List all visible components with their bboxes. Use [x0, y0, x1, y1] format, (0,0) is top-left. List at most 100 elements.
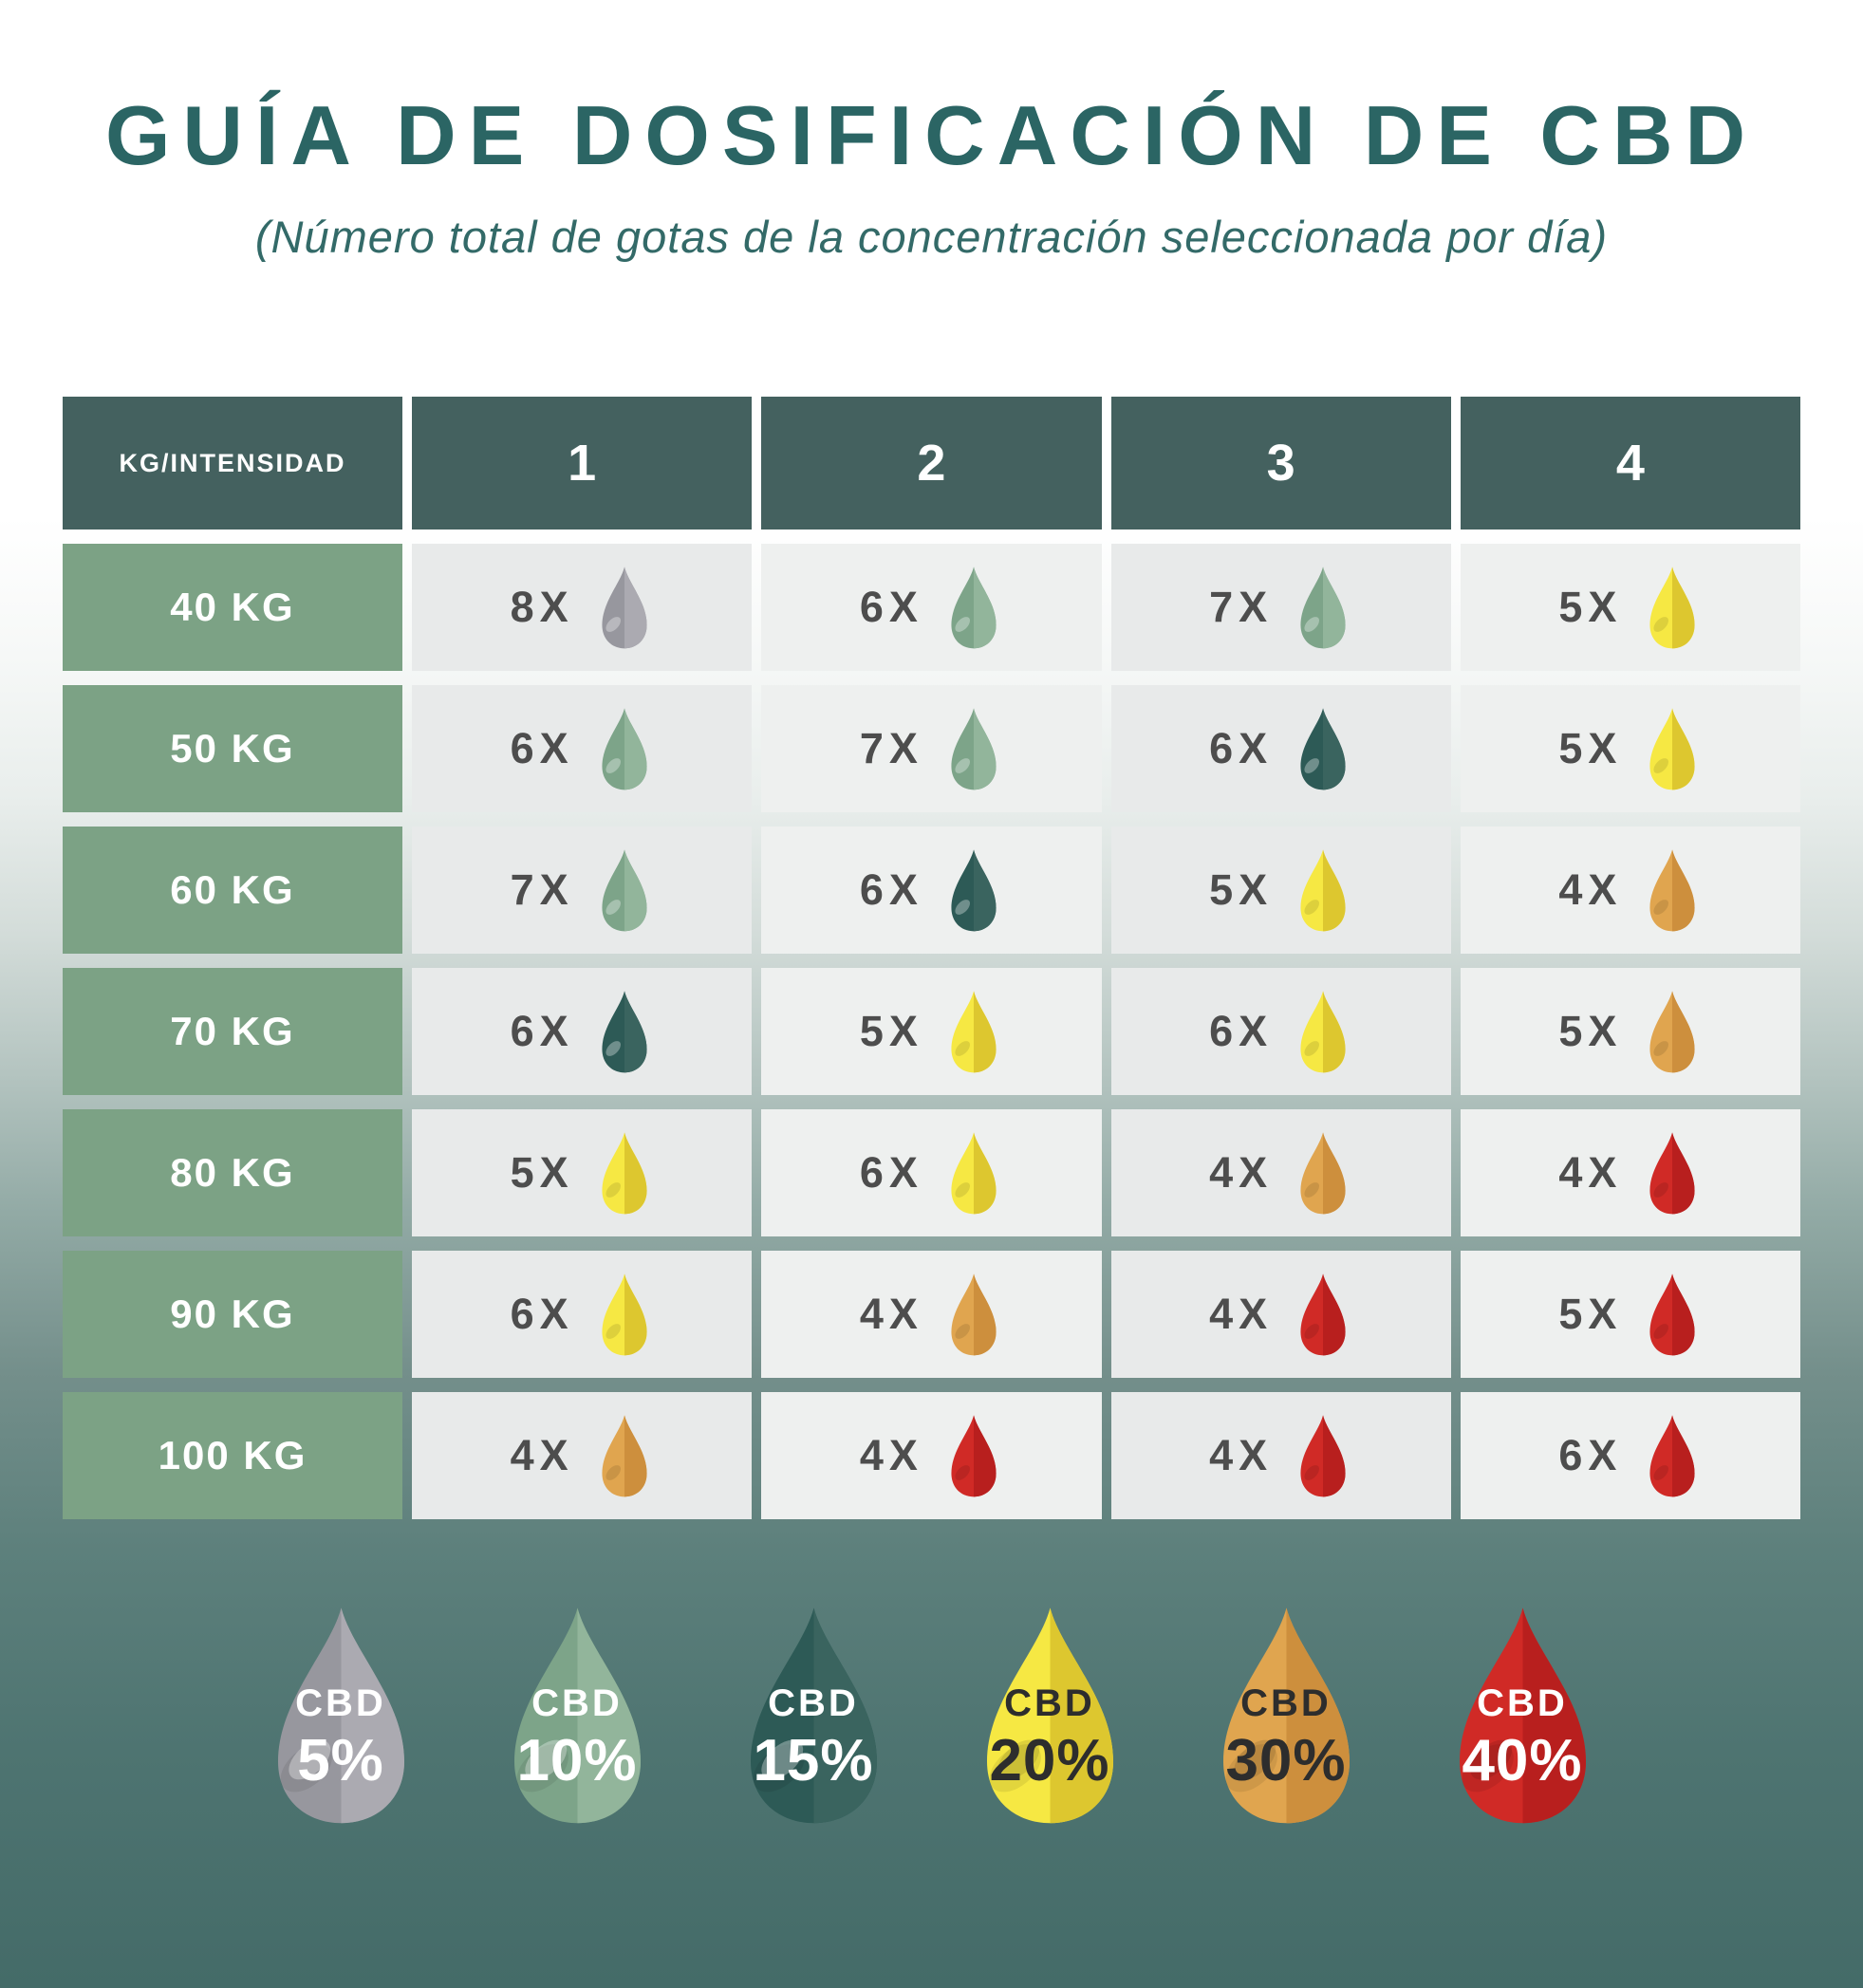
- drop-icon-cbd-10-percent: [602, 708, 647, 790]
- dose-count: 7X: [1209, 583, 1274, 632]
- drop-icon-cbd-40-percent: [1300, 1273, 1346, 1356]
- drop-icon-cbd-30-percent: [1649, 991, 1695, 1073]
- drop-icon-cbd-40-percent: [951, 1415, 997, 1497]
- dose-count: 4X: [1209, 1431, 1274, 1480]
- drop-icon-cbd-10-percent: [513, 1607, 641, 1824]
- drop-icon-cbd-15-percent: [1300, 708, 1346, 790]
- dose-cell-60kg-intensity-3: 5X: [1110, 827, 1451, 955]
- dose-count: 5X: [1558, 583, 1623, 632]
- dose-cell-60kg-intensity-4: 4X: [1460, 827, 1800, 955]
- dose-cell-50kg-intensity-1: 6X: [412, 685, 753, 813]
- drop-icon-cbd-40-percent: [1300, 1415, 1346, 1497]
- cbd-dosage-infographic: { "chart_data": { "type": "table", "titl…: [0, 88, 1863, 1988]
- legend-item-cbd-40-percent: CBD 40%: [1440, 1605, 1606, 1825]
- legend-cbd-text: CBD: [531, 1681, 623, 1724]
- dose-count: 4X: [510, 1431, 574, 1480]
- row-label-90kg: 90 KG: [63, 1251, 402, 1379]
- dose-cell-40kg-intensity-3: 7X: [1110, 544, 1451, 672]
- row-label-80kg: 80 KG: [63, 1109, 402, 1237]
- legend-cbd-text: CBD: [295, 1681, 386, 1724]
- dose-cell-60kg-intensity-1: 7X: [412, 827, 753, 955]
- drop-icon-cbd-40-percent: [1649, 1273, 1695, 1356]
- drop-icon-cbd-10-percent: [1300, 567, 1346, 649]
- legend-item-cbd-5-percent: CBD 5%: [258, 1605, 424, 1825]
- dose-cell-100kg-intensity-4: 6X: [1460, 1392, 1800, 1520]
- row-label-100kg: 100 KG: [63, 1392, 402, 1520]
- drop-icon-cbd-10-percent: [602, 849, 647, 932]
- dose-count: 4X: [1209, 1290, 1274, 1339]
- dose-cell-90kg-intensity-3: 4X: [1110, 1251, 1451, 1379]
- legend: CBD 5% CBD 10% CBD 15% CBD 20% CBD 30% CBD 40%: [0, 1605, 1863, 1825]
- dose-count: 6X: [510, 1007, 574, 1056]
- row-label-50kg: 50 KG: [63, 685, 402, 813]
- drop-icon-cbd-15-percent: [602, 991, 647, 1073]
- dose-count: 6X: [859, 1148, 923, 1198]
- page-title: GUÍA DE DOSIFICACIÓN DE CBD: [104, 88, 1759, 182]
- legend-percent-text: 10%: [516, 1727, 638, 1793]
- column-header-intensity-3: 3: [1110, 397, 1451, 530]
- dosage-table: KG/INTENSIDAD 1 2 3 4 40 KG 8X 6X 7X 5X 50 KG 6X 7X 6…: [63, 397, 1800, 1520]
- legend-label: CBD 40%: [1440, 1684, 1606, 1791]
- row-label-70kg: 70 KG: [63, 968, 402, 1096]
- drop-icon-cbd-20-percent: [1649, 708, 1695, 790]
- dose-cell-40kg-intensity-4: 5X: [1460, 544, 1800, 672]
- dose-count: 6X: [859, 865, 923, 915]
- legend-percent-text: 5%: [297, 1727, 384, 1793]
- dose-count: 6X: [859, 583, 923, 632]
- dose-count: 6X: [1558, 1431, 1623, 1480]
- dose-cell-100kg-intensity-2: 4X: [761, 1392, 1102, 1520]
- legend-item-cbd-10-percent: CBD 10%: [494, 1605, 661, 1825]
- legend-item-cbd-30-percent: CBD 30%: [1203, 1605, 1369, 1825]
- dose-count: 4X: [1209, 1148, 1274, 1198]
- legend-percent-text: 40%: [1462, 1727, 1583, 1793]
- drop-icon-cbd-30-percent: [1649, 849, 1695, 932]
- dose-cell-80kg-intensity-3: 4X: [1110, 1109, 1451, 1237]
- dose-cell-90kg-intensity-1: 6X: [412, 1251, 753, 1379]
- dose-count: 7X: [859, 724, 923, 773]
- row-label-40kg: 40 KG: [63, 544, 402, 672]
- legend-cbd-text: CBD: [768, 1681, 859, 1724]
- dose-cell-70kg-intensity-4: 5X: [1460, 968, 1800, 1096]
- dose-count: 7X: [510, 865, 574, 915]
- dose-cell-70kg-intensity-2: 5X: [761, 968, 1102, 1096]
- dose-count: 4X: [859, 1290, 923, 1339]
- dose-count: 4X: [859, 1431, 923, 1480]
- drop-icon-cbd-5-percent: [602, 567, 647, 649]
- legend-label: CBD 10%: [494, 1684, 661, 1791]
- dose-cell-90kg-intensity-2: 4X: [761, 1251, 1102, 1379]
- dose-count: 6X: [1209, 724, 1274, 773]
- dose-cell-70kg-intensity-1: 6X: [412, 968, 753, 1096]
- legend-label: CBD 20%: [967, 1684, 1133, 1791]
- drop-icon-cbd-30-percent: [1222, 1607, 1350, 1824]
- column-header-intensity-2: 2: [761, 397, 1102, 530]
- drop-icon-cbd-40-percent: [1649, 1415, 1695, 1497]
- drop-icon-cbd-20-percent: [1300, 849, 1346, 932]
- legend-cbd-text: CBD: [1240, 1681, 1332, 1724]
- drop-icon-cbd-20-percent: [1649, 567, 1695, 649]
- dose-count: 5X: [510, 1148, 574, 1198]
- drop-icon-cbd-30-percent: [602, 1415, 647, 1497]
- drop-icon-cbd-10-percent: [951, 567, 997, 649]
- drop-icon-cbd-40-percent: [1459, 1607, 1586, 1824]
- dose-cell-100kg-intensity-3: 4X: [1110, 1392, 1451, 1520]
- dose-cell-80kg-intensity-1: 5X: [412, 1109, 753, 1237]
- dose-count: 5X: [1558, 1290, 1623, 1339]
- drop-icon-cbd-10-percent: [951, 708, 997, 790]
- row-label-60kg: 60 KG: [63, 827, 402, 955]
- legend-percent-text: 20%: [989, 1727, 1110, 1793]
- dose-count: 6X: [510, 724, 574, 773]
- corner-header-kg-intensidad: KG/INTENSIDAD: [63, 397, 402, 530]
- column-header-intensity-1: 1: [412, 397, 753, 530]
- dose-cell-90kg-intensity-4: 5X: [1460, 1251, 1800, 1379]
- drop-icon-cbd-40-percent: [1649, 1132, 1695, 1215]
- dose-count: 6X: [1209, 1007, 1274, 1056]
- dose-cell-40kg-intensity-2: 6X: [761, 544, 1102, 672]
- dose-cell-100kg-intensity-1: 4X: [412, 1392, 753, 1520]
- dose-cell-80kg-intensity-2: 6X: [761, 1109, 1102, 1237]
- dose-count: 5X: [1558, 724, 1623, 773]
- page-subtitle: (Número total de gotas de la concentraci…: [254, 211, 1609, 262]
- drop-icon-cbd-30-percent: [951, 1273, 997, 1356]
- dose-cell-50kg-intensity-2: 7X: [761, 685, 1102, 813]
- legend-percent-text: 30%: [1225, 1727, 1347, 1793]
- dose-count: 5X: [859, 1007, 923, 1056]
